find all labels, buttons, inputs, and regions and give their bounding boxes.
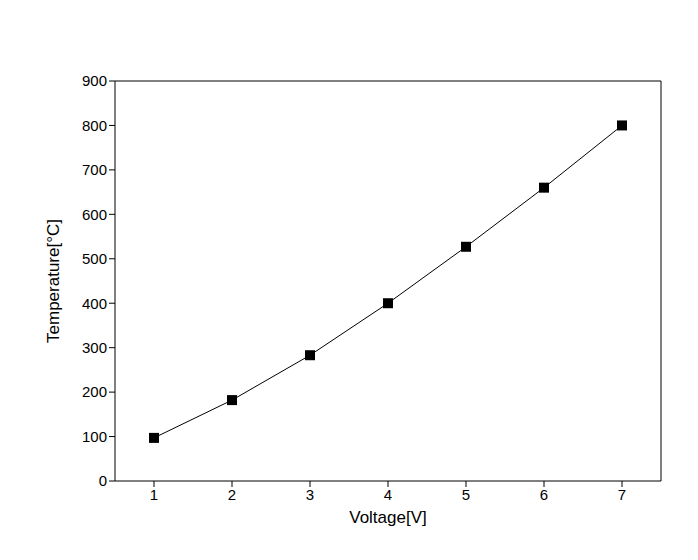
- svg-text:200: 200: [82, 383, 107, 400]
- svg-text:Temperature[°C]: Temperature[°C]: [44, 219, 63, 343]
- svg-text:0: 0: [99, 472, 107, 489]
- svg-text:Voltage[V]: Voltage[V]: [349, 508, 427, 527]
- svg-text:300: 300: [82, 339, 107, 356]
- svg-text:900: 900: [82, 72, 107, 89]
- svg-text:2: 2: [228, 486, 236, 503]
- svg-text:800: 800: [82, 117, 107, 134]
- svg-text:500: 500: [82, 250, 107, 267]
- svg-text:3: 3: [306, 486, 314, 503]
- svg-text:1: 1: [150, 486, 158, 503]
- svg-text:6: 6: [540, 486, 548, 503]
- svg-text:600: 600: [82, 206, 107, 223]
- svg-text:700: 700: [82, 161, 107, 178]
- svg-text:5: 5: [462, 486, 470, 503]
- svg-text:100: 100: [82, 428, 107, 445]
- svg-text:4: 4: [384, 486, 392, 503]
- svg-text:7: 7: [618, 486, 626, 503]
- svg-text:400: 400: [82, 295, 107, 312]
